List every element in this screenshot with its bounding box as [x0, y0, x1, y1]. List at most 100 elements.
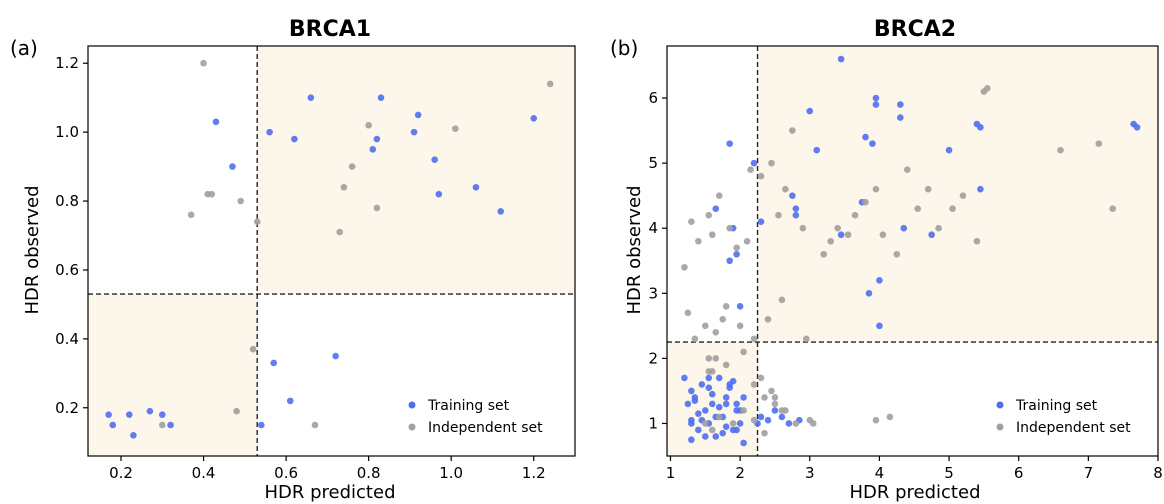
data-point-independent — [782, 185, 789, 193]
data-point-training — [377, 94, 385, 101]
data-point-training — [837, 55, 845, 63]
y-tick-label: 0.4 — [55, 330, 79, 348]
data-point-independent — [340, 183, 348, 191]
data-point-training — [681, 374, 688, 382]
data-point-training — [146, 407, 154, 415]
x-tick-label: 8 — [1153, 464, 1163, 482]
data-point-training — [945, 146, 953, 154]
data-point-training — [688, 387, 695, 395]
data-point-independent — [712, 329, 720, 336]
data-point-training — [865, 290, 873, 297]
data-point-training — [307, 94, 315, 101]
data-point-training — [740, 394, 747, 401]
legend-label: Independent set — [1016, 420, 1131, 436]
data-point-training — [270, 359, 278, 367]
data-point-training — [862, 133, 869, 141]
data-point-training — [900, 224, 908, 232]
data-point-independent — [708, 368, 716, 375]
data-point-independent — [764, 316, 772, 323]
data-point-training — [872, 94, 880, 102]
data-point-independent — [750, 416, 758, 424]
data-point-independent — [903, 166, 911, 173]
y-tick-label: 1.0 — [55, 123, 79, 141]
data-point-independent — [820, 250, 828, 258]
x-tick-label: 1.0 — [439, 464, 463, 482]
data-point-training — [729, 377, 737, 385]
data-point-training — [876, 322, 883, 330]
data-point-training — [158, 411, 166, 418]
data-point-independent — [973, 237, 981, 245]
plot-frame — [87, 45, 576, 457]
y-axis-label: HDR observed — [22, 185, 43, 314]
data-point-independent — [778, 296, 786, 304]
data-point-independent — [705, 355, 713, 362]
data-point-independent — [959, 192, 967, 199]
x-tick-label: 6 — [1014, 464, 1024, 482]
data-point-independent — [789, 127, 796, 134]
data-point-independent — [705, 211, 713, 219]
data-point-independent — [712, 355, 720, 362]
data-point-training — [369, 146, 377, 153]
data-point-training — [109, 421, 117, 429]
data-point-training — [750, 159, 758, 167]
data-point-training — [291, 135, 298, 143]
x-tick-label: 0.6 — [274, 464, 298, 482]
y-axis-label: HDR observed — [624, 185, 645, 314]
data-point-independent — [984, 85, 991, 92]
data-point-independent — [365, 121, 372, 129]
data-point-training — [771, 407, 779, 414]
legend-label: Training set — [427, 398, 510, 414]
data-point-training — [977, 185, 984, 193]
data-point-independent — [886, 413, 894, 421]
data-point-independent — [914, 205, 922, 212]
data-point-training — [414, 111, 422, 119]
data-point-independent — [722, 303, 730, 310]
data-point-independent — [695, 237, 702, 245]
data-point-independent — [726, 224, 733, 232]
data-point-training — [705, 374, 713, 382]
data-point-training — [806, 107, 814, 115]
data-point-independent — [750, 335, 758, 343]
data-point-training — [726, 257, 733, 265]
y-tick-label: 0.8 — [55, 192, 79, 210]
y-tick-label: 6 — [648, 89, 658, 107]
data-point-training — [897, 114, 904, 121]
data-point-independent — [740, 348, 747, 356]
data-point-independent — [702, 420, 709, 427]
data-point-training — [684, 400, 692, 408]
x-tick-label: 1.2 — [522, 464, 546, 482]
y-tick-label: 1.2 — [55, 54, 79, 72]
data-point-independent — [702, 322, 709, 330]
data-point-independent — [691, 335, 699, 343]
data-point-independent — [862, 198, 869, 206]
y-tick-label: 2 — [648, 349, 658, 367]
data-point-independent — [761, 394, 768, 401]
plot-frame — [666, 45, 1159, 457]
data-point-independent — [851, 211, 859, 219]
data-point-independent — [949, 205, 956, 212]
data-point-independent — [771, 400, 779, 408]
data-point-training — [715, 374, 723, 382]
y-tick-label: 3 — [648, 284, 658, 302]
data-point-training — [266, 128, 273, 136]
data-point-independent — [935, 224, 942, 232]
data-point-training — [757, 413, 765, 421]
data-point-training — [688, 436, 695, 444]
data-point-training — [740, 439, 747, 447]
data-point-training — [212, 118, 220, 126]
data-point-training — [431, 156, 438, 163]
data-point-training — [757, 218, 765, 226]
data-point-training — [373, 135, 381, 143]
data-point-training — [712, 433, 720, 440]
data-point-training — [733, 250, 740, 258]
data-point-training — [736, 303, 744, 310]
y-tick-label: 0.2 — [55, 399, 79, 417]
data-point-training — [977, 124, 984, 131]
x-tick-label: 1 — [666, 464, 676, 482]
data-point-training — [813, 146, 821, 154]
chart-title: BRCA1 — [289, 17, 371, 42]
data-point-training — [258, 421, 265, 429]
panel-brca2: 1 2 3 4 5 6 7 8 1 2 3 4 5 6 BRCA2 (b) HDR predicted HDR o… — [610, 17, 1163, 503]
legend-marker — [996, 423, 1004, 431]
data-point-independent — [336, 228, 344, 236]
